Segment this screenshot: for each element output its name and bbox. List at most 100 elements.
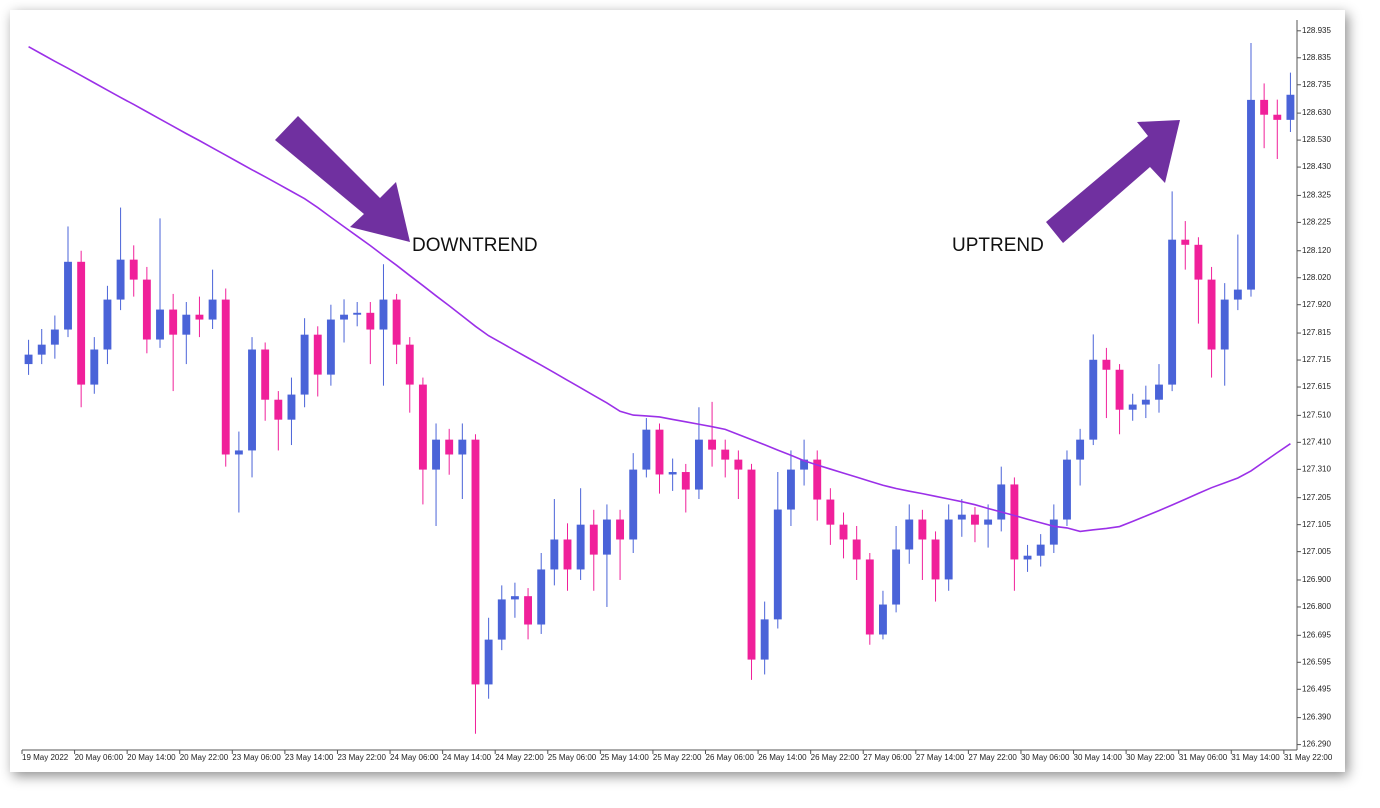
candle-body xyxy=(287,394,296,420)
x-tick-label: 24 May 14:00 xyxy=(443,753,492,762)
candle-body xyxy=(721,449,730,460)
candle-body xyxy=(524,596,532,625)
y-tick-label: 127.105 xyxy=(1302,520,1331,529)
candle-body xyxy=(248,349,256,451)
y-tick-label: 127.310 xyxy=(1302,464,1331,473)
candle-body xyxy=(1286,94,1295,120)
candle-body xyxy=(1220,299,1229,350)
candle-body xyxy=(1036,544,1045,556)
candle-body xyxy=(497,599,506,640)
uptrend-arrow xyxy=(1046,120,1180,243)
candle-body xyxy=(905,519,914,550)
candle-body xyxy=(458,439,467,455)
candle-body xyxy=(563,539,572,570)
x-tick-label: 20 May 22:00 xyxy=(180,753,229,762)
candle-body xyxy=(1247,99,1255,290)
y-tick-label: 126.800 xyxy=(1302,602,1331,611)
candle-body xyxy=(1207,279,1216,350)
candle-body xyxy=(1128,404,1137,410)
candle-body xyxy=(944,519,953,580)
x-tick-label: 26 May 06:00 xyxy=(706,753,755,762)
x-tick-label: 24 May 22:00 xyxy=(495,753,544,762)
x-tick-label: 31 May 22:00 xyxy=(1284,753,1333,762)
candle-body xyxy=(734,459,743,470)
candle-body xyxy=(708,439,717,450)
candle-body xyxy=(142,279,151,340)
candle-body xyxy=(550,539,559,570)
candle-body xyxy=(64,261,72,330)
candle-body xyxy=(773,509,782,620)
candle-body xyxy=(984,519,993,525)
candle-body xyxy=(1141,399,1150,405)
x-tick-label: 31 May 14:00 xyxy=(1231,753,1280,762)
candle-body xyxy=(103,299,112,350)
candle-body xyxy=(366,312,375,330)
y-tick-label: 126.290 xyxy=(1302,740,1331,749)
x-tick-label: 27 May 22:00 xyxy=(968,753,1017,762)
y-tick-label: 128.530 xyxy=(1302,135,1331,144)
candle-body xyxy=(353,312,362,315)
candle-body xyxy=(931,539,940,580)
candle-body xyxy=(1076,439,1085,460)
candle-body xyxy=(760,619,769,660)
candle-body xyxy=(1010,484,1019,560)
candle-body xyxy=(471,439,480,685)
candle-body xyxy=(418,384,427,470)
candle-body xyxy=(195,314,204,320)
candle-body xyxy=(668,472,677,475)
candle-body xyxy=(997,484,1006,520)
y-tick-label: 128.430 xyxy=(1302,162,1331,171)
candle-body xyxy=(24,354,33,365)
x-tick-label: 24 May 06:00 xyxy=(390,753,439,762)
x-tick-label: 30 May 22:00 xyxy=(1126,753,1175,762)
candle-body xyxy=(694,439,703,490)
candle-body xyxy=(971,514,979,525)
candle-body xyxy=(1168,239,1177,385)
candle-body xyxy=(340,314,348,320)
candle-body xyxy=(261,349,270,400)
candle-body xyxy=(37,344,46,355)
y-tick-label: 128.835 xyxy=(1302,53,1331,62)
candle-body xyxy=(865,559,874,635)
x-tick-label: 20 May 06:00 xyxy=(75,753,124,762)
y-tick-label: 127.920 xyxy=(1302,300,1331,309)
candle-body xyxy=(813,459,822,500)
y-tick-label: 127.205 xyxy=(1302,493,1331,502)
candle-body xyxy=(484,639,493,685)
y-tick-label: 126.495 xyxy=(1302,684,1331,693)
candle-body xyxy=(1155,384,1163,400)
candle-body xyxy=(300,334,309,395)
candle-body xyxy=(589,524,598,555)
candle-body xyxy=(892,549,901,605)
candle-body xyxy=(326,319,335,375)
candle-body xyxy=(405,344,414,385)
candle-body xyxy=(129,259,138,280)
x-tick-label: 31 May 06:00 xyxy=(1179,753,1228,762)
plot xyxy=(24,42,1295,734)
candle-body xyxy=(1194,244,1203,280)
y-tick-label: 128.225 xyxy=(1302,218,1331,227)
candle-body xyxy=(1023,555,1032,560)
candle-body xyxy=(642,429,651,470)
y-tick-label: 128.020 xyxy=(1302,273,1331,282)
x-tick-label: 26 May 22:00 xyxy=(811,753,860,762)
y-tick-label: 128.325 xyxy=(1302,191,1331,200)
candle-body xyxy=(826,499,835,525)
candle-body xyxy=(274,399,283,420)
candle-body xyxy=(629,469,638,540)
x-tick-label: 30 May 06:00 xyxy=(1021,753,1070,762)
candle-body xyxy=(957,514,966,520)
y-tick-label: 126.390 xyxy=(1302,713,1331,722)
candle-body xyxy=(90,349,99,385)
candle-body xyxy=(879,604,887,635)
y-tick-label: 128.935 xyxy=(1302,26,1331,35)
y-tick-label: 127.615 xyxy=(1302,382,1331,391)
candle-body xyxy=(616,519,625,540)
y-tick-label: 127.715 xyxy=(1302,355,1331,364)
candle-body xyxy=(50,329,59,345)
candle-body xyxy=(234,450,243,455)
y-tick-label: 128.630 xyxy=(1302,108,1331,117)
y-tick-label: 127.005 xyxy=(1302,547,1331,556)
